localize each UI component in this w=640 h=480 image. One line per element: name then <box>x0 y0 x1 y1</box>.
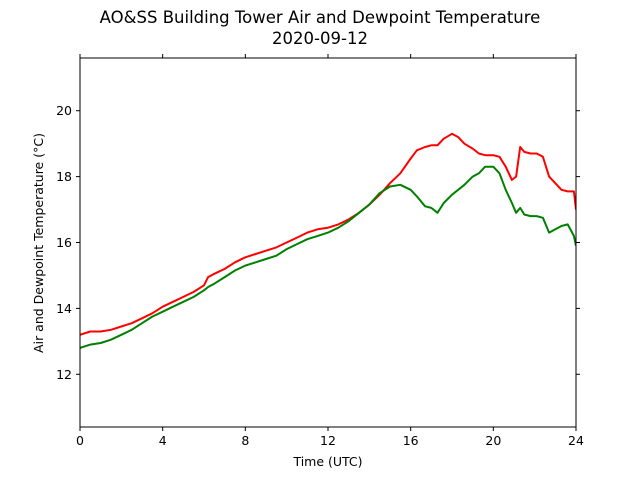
y-tick-label: 18 <box>56 169 72 184</box>
series-line-2 <box>80 165 576 349</box>
x-tick-label: 20 <box>485 433 501 448</box>
plot-frame <box>79 57 577 428</box>
x-tick-label: 16 <box>403 433 419 448</box>
chart-title: AO&SS Building Tower Air and Dewpoint Te… <box>99 8 541 27</box>
y-tick-label: 20 <box>56 103 72 118</box>
x-tick-label: 0 <box>76 433 84 448</box>
series-layer <box>80 132 576 349</box>
y-axis-label: Air and Dewpoint Temperature (°C) <box>31 133 46 353</box>
axes-layer: 0 4 8 12 16 20 24 12 14 16 18 20 <box>56 54 584 448</box>
x-tick-label: 24 <box>568 433 584 448</box>
chart-subtitle: 2020-09-12 <box>272 29 368 48</box>
x-tick-label: 8 <box>241 433 249 448</box>
series-line-1 <box>80 132 576 336</box>
x-tick-label: 4 <box>159 433 167 448</box>
y-tick-label: 16 <box>56 235 72 250</box>
y-tick-label: 14 <box>56 301 72 316</box>
y-tick-label: 12 <box>56 367 72 382</box>
x-tick-label: 12 <box>320 433 336 448</box>
x-axis-label: Time (UTC) <box>292 454 362 469</box>
